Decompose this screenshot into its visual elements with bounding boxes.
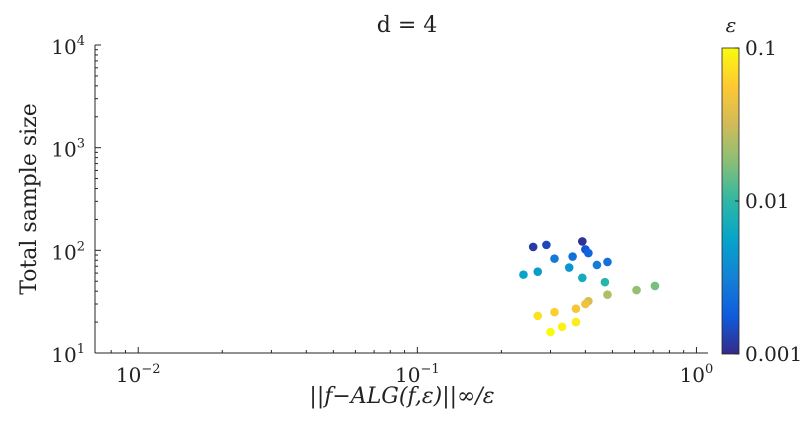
colorbar-tick-label: 0.001 <box>745 342 802 366</box>
x-tick-label: 10−1 <box>395 362 440 387</box>
x-axis-title: ||f−ALG(f,ε)||∞/ε <box>309 384 494 409</box>
data-point <box>557 322 567 332</box>
data-point <box>581 299 590 309</box>
colorbar-tick-label: 0.1 <box>745 36 777 60</box>
data-point <box>564 263 574 272</box>
data-point <box>542 240 551 250</box>
axes-frame <box>94 45 708 354</box>
data-point <box>528 242 538 252</box>
chart-title: d = 4 <box>377 13 438 38</box>
x-tick-label: 100 <box>680 362 714 387</box>
colorbar-label: ε <box>726 13 737 37</box>
data-point <box>578 237 587 246</box>
y-tick-label: 101 <box>51 342 85 367</box>
data-point <box>546 327 555 337</box>
data-point <box>571 317 581 327</box>
data-points <box>519 237 660 337</box>
data-point <box>650 281 660 291</box>
colorbar-ticks: 0.1 0.01 0.001 <box>735 36 802 366</box>
data-point <box>550 254 559 263</box>
y-axis-title: Total sample size <box>17 103 42 295</box>
x-axis-ticks: 10−2 10−1 100 <box>94 347 714 387</box>
y-tick-label: 102 <box>51 239 85 264</box>
data-point <box>632 285 641 295</box>
data-point <box>603 290 612 299</box>
data-point <box>533 267 543 276</box>
data-point <box>568 252 577 261</box>
data-point <box>600 277 610 287</box>
data-point <box>584 248 593 258</box>
data-point <box>533 311 543 321</box>
colorbar: ε 0.1 0.01 0.001 <box>721 13 802 366</box>
data-point <box>603 257 612 267</box>
data-point <box>519 270 528 279</box>
data-point <box>578 273 587 283</box>
data-point <box>550 307 559 317</box>
data-point <box>592 260 602 270</box>
x-tick-label: 10−2 <box>116 362 161 387</box>
y-tick-label: 104 <box>51 34 85 59</box>
y-tick-label: 103 <box>51 137 85 162</box>
colorbar-tick-label: 0.01 <box>745 189 790 213</box>
data-point <box>571 304 581 314</box>
y-axis-ticks: 101 102 103 104 <box>51 34 101 367</box>
